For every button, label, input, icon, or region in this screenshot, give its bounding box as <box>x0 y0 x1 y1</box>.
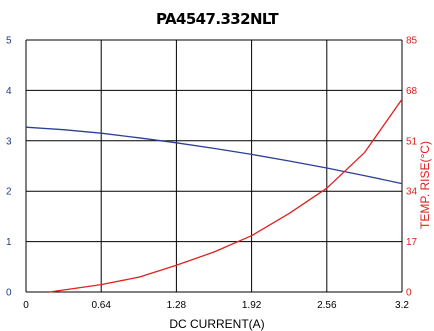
chart-title: PA4547.332NLT <box>156 10 279 28</box>
x-axis-label: DC CURRENT(A) <box>169 317 264 331</box>
y-tick-label: 2 <box>6 187 12 198</box>
y2-tick-label: 17 <box>406 237 418 248</box>
x-tick-label: 3.2 <box>395 300 409 311</box>
y-tick-label: 0 <box>6 288 12 299</box>
y2-tick-label: 68 <box>406 86 418 97</box>
y2-axis-label: TEMP. RISE(°C) <box>418 141 432 229</box>
series-line-temp-rise <box>49 98 403 293</box>
y-tick-label: 5 <box>6 36 12 47</box>
x-tick-label: 0.64 <box>91 300 111 311</box>
y2-tick-label: 34 <box>406 187 418 198</box>
grid <box>25 39 403 293</box>
x-tick-label: 2.56 <box>317 300 337 311</box>
y-tick-label: 4 <box>6 86 12 97</box>
y-tick-label: 1 <box>6 237 12 248</box>
series-layer <box>25 98 403 293</box>
y2-tick-label: 51 <box>406 136 418 147</box>
y-tick-label: 3 <box>6 136 12 147</box>
series-line-left-axis <box>25 126 403 185</box>
x-tick-label: 1.28 <box>167 300 187 311</box>
x-tick-label: 1.92 <box>242 300 262 311</box>
y2-tick-label: 0 <box>406 288 412 299</box>
y2-tick-label: 85 <box>406 36 418 47</box>
x-tick-label: 0 <box>23 300 29 311</box>
